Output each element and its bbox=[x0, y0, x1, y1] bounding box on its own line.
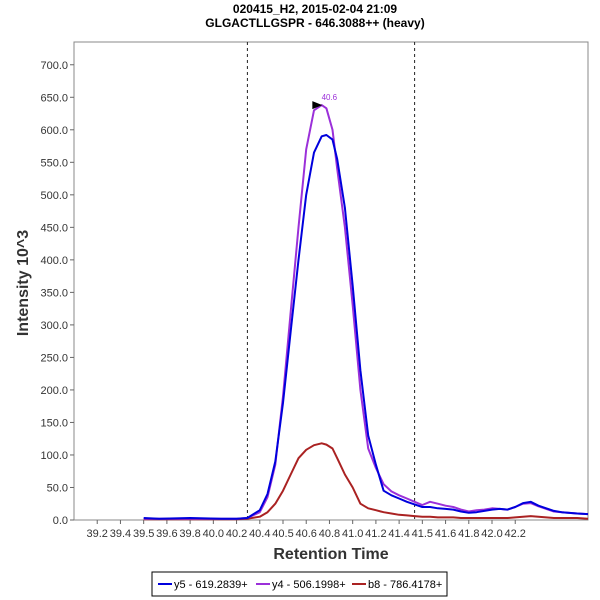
x-tick-label: 40.2 bbox=[226, 528, 247, 540]
y-tick-label: 450.0 bbox=[40, 222, 68, 234]
y-tick-label: 200.0 bbox=[40, 385, 68, 397]
legend: y5 - 619.2839+ y4 - 506.1998+ b8 - 786.417… bbox=[151, 571, 448, 597]
x-tick-label: 41.5 bbox=[412, 528, 433, 540]
chart-subtitle: GLGACTLLGSPR - 646.3088++ (heavy) bbox=[205, 16, 424, 30]
chart-title: 020415_H2, 2015-02-04 21:09 bbox=[233, 2, 397, 16]
plot-area: 0.0 50.0 100.0 150.0 200.0 250.0 300.0 350.0 400… bbox=[40, 41, 589, 540]
peak-arrow-icon bbox=[312, 101, 323, 110]
y-tick-label: 700.0 bbox=[40, 60, 68, 72]
x-tick-label: 39.4 bbox=[110, 528, 131, 540]
legend-label: y5 - 619.2839+ bbox=[174, 579, 248, 591]
series-line-y5 bbox=[143, 134, 589, 520]
y-tick-label: 400.0 bbox=[40, 255, 68, 267]
peak-rt-label: 40.6 bbox=[322, 93, 338, 102]
x-tick-label: 41.4 bbox=[388, 528, 409, 540]
x-axis-title: Retention Time bbox=[273, 546, 388, 563]
x-tick-label: 41.8 bbox=[458, 528, 479, 540]
legend-box bbox=[151, 571, 448, 597]
x-tick-label: 41.6 bbox=[435, 528, 456, 540]
x-tick-label: 40.6 bbox=[296, 528, 317, 540]
x-tick-label: 40.5 bbox=[272, 528, 293, 540]
series-line-b8 bbox=[143, 442, 589, 521]
x-tick-label: 40.4 bbox=[249, 528, 270, 540]
y-tick-label: 250.0 bbox=[40, 352, 68, 364]
legend-label: y4 - 506.1998+ bbox=[272, 579, 346, 591]
y-tick-label: 150.0 bbox=[40, 417, 68, 429]
y-tick-label: 300.0 bbox=[40, 320, 68, 332]
legend-label: b8 - 786.4178+ bbox=[368, 579, 442, 591]
x-tick-label: 41.2 bbox=[365, 528, 386, 540]
x-tick-label: 40.0 bbox=[203, 528, 224, 540]
y-tick-label: 650.0 bbox=[40, 92, 68, 104]
y-axis-title: Intensity 10^3 bbox=[15, 230, 32, 336]
x-tick-label: 39.2 bbox=[87, 528, 108, 540]
y-tick-label: 350.0 bbox=[40, 287, 68, 299]
y-tick-label: 100.0 bbox=[40, 450, 68, 462]
y-tick-label: 0.0 bbox=[53, 515, 68, 527]
x-tick-label: 39.6 bbox=[156, 528, 177, 540]
x-tick-label: 42.0 bbox=[481, 528, 502, 540]
x-tick-label: 39.5 bbox=[133, 528, 154, 540]
x-tick-label: 42.2 bbox=[505, 528, 526, 540]
x-tick-label: 40.8 bbox=[319, 528, 340, 540]
x-tick-label: 39.8 bbox=[179, 528, 200, 540]
x-tick-label: 41.0 bbox=[342, 528, 363, 540]
y-tick-label: 600.0 bbox=[40, 125, 68, 137]
y-tick-label: 500.0 bbox=[40, 190, 68, 202]
y-tick-label: 50.0 bbox=[47, 482, 68, 494]
y-tick-label: 550.0 bbox=[40, 157, 68, 169]
